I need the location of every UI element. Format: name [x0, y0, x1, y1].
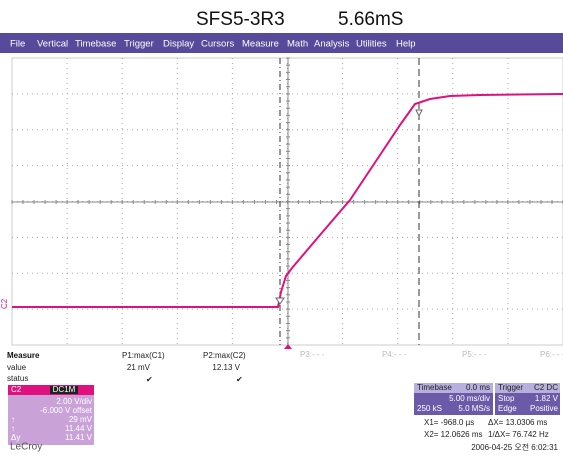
- trigger-header: [495, 383, 560, 393]
- trigger-source: C2 DC: [534, 383, 558, 392]
- timebase-title: Timebase: [417, 383, 452, 392]
- cursor-x1: X1= -968.0 µs: [424, 418, 474, 427]
- waveform: [12, 93, 563, 308]
- cursor-marker: [415, 109, 423, 118]
- trigger-title: Trigger: [498, 383, 523, 392]
- menu-item: Timebase: [75, 39, 116, 50]
- menu-item: Display: [163, 39, 194, 50]
- timebase-samples: 250 kS: [417, 404, 442, 413]
- timestamp: 2006-04-25 오전 6:02:31: [471, 442, 558, 452]
- timebase-div: 5.00 ms/div: [449, 394, 490, 403]
- trigger-slope: Positive: [530, 404, 559, 413]
- trace-label: C2: [0, 298, 9, 309]
- param-slot: P5:- - -: [462, 350, 487, 359]
- menu-item: File: [10, 39, 25, 50]
- menu-item: Measure: [242, 39, 279, 50]
- channel-name: C2: [11, 385, 22, 394]
- param-slot: P4:- - -: [382, 350, 407, 359]
- menu-item: Analysis: [314, 39, 350, 50]
- menu-item: Math: [287, 39, 308, 50]
- cursor-level: 11.44 V: [65, 424, 93, 433]
- cursor-sym: ↑: [11, 424, 15, 433]
- timebase-delay: 0.0 ms: [466, 383, 490, 392]
- timebase-rate: 5.0 MS/s: [458, 404, 490, 413]
- param-slot: P3:- - -: [300, 350, 325, 359]
- menu-item: Help: [396, 39, 416, 50]
- trigger-mode: Stop: [498, 394, 515, 403]
- param-value: 21 mV: [127, 363, 151, 372]
- menu: File Vertical Timebase Trigger Display Cursor…: [10, 39, 416, 50]
- timebase-header: [414, 383, 493, 393]
- param-name: P1:max(C1): [122, 351, 165, 360]
- cursor-x2: X2= 12.0626 ms: [424, 430, 482, 439]
- trigger-type: Edge: [498, 404, 517, 413]
- row-label: status: [7, 374, 28, 383]
- menu-item: Cursors: [201, 39, 235, 50]
- cursor-delta: 11.41 V: [65, 433, 93, 442]
- menu-item: Utilities: [356, 39, 387, 50]
- row-label: value: [7, 363, 27, 372]
- cursor-marker: [275, 297, 285, 305]
- cursor-sym: Δy: [11, 433, 20, 442]
- param-slot: P6:- - -: [540, 350, 563, 359]
- title-value: 5.66mS: [338, 9, 403, 30]
- params: P3:- - - P4:- - - P5:- - - P6:- - -: [300, 350, 563, 359]
- trigger-level: 1.82 V: [535, 394, 559, 403]
- menu-bar: [0, 33, 563, 53]
- trigger-marker: [284, 344, 292, 349]
- brand: LeCroy: [10, 442, 42, 452]
- channel-offset: -6.000 V offset: [40, 406, 93, 415]
- measure-title: Measure: [7, 351, 40, 360]
- param-value: 12.13 V: [212, 363, 240, 372]
- param-status: ✔: [146, 375, 153, 384]
- coupling: DC1M: [53, 385, 76, 394]
- menu-item: Vertical: [37, 39, 68, 50]
- title: SFS5-3R3: [196, 9, 285, 30]
- menu-item: Trigger: [124, 39, 154, 50]
- channel-scale: 2.00 V/div: [56, 397, 92, 406]
- cursor-level: 29 mV: [69, 415, 93, 424]
- cursor-inv: 1/ΔX= 76.742 Hz: [488, 430, 549, 439]
- param-name: P2:max(C2): [203, 351, 246, 360]
- cursor-dx: ΔX= 13.0306 ms: [488, 418, 547, 427]
- coupling-badge: [50, 386, 78, 394]
- param-status: ✔: [236, 375, 243, 384]
- cursor-sym: ↑: [11, 415, 15, 424]
